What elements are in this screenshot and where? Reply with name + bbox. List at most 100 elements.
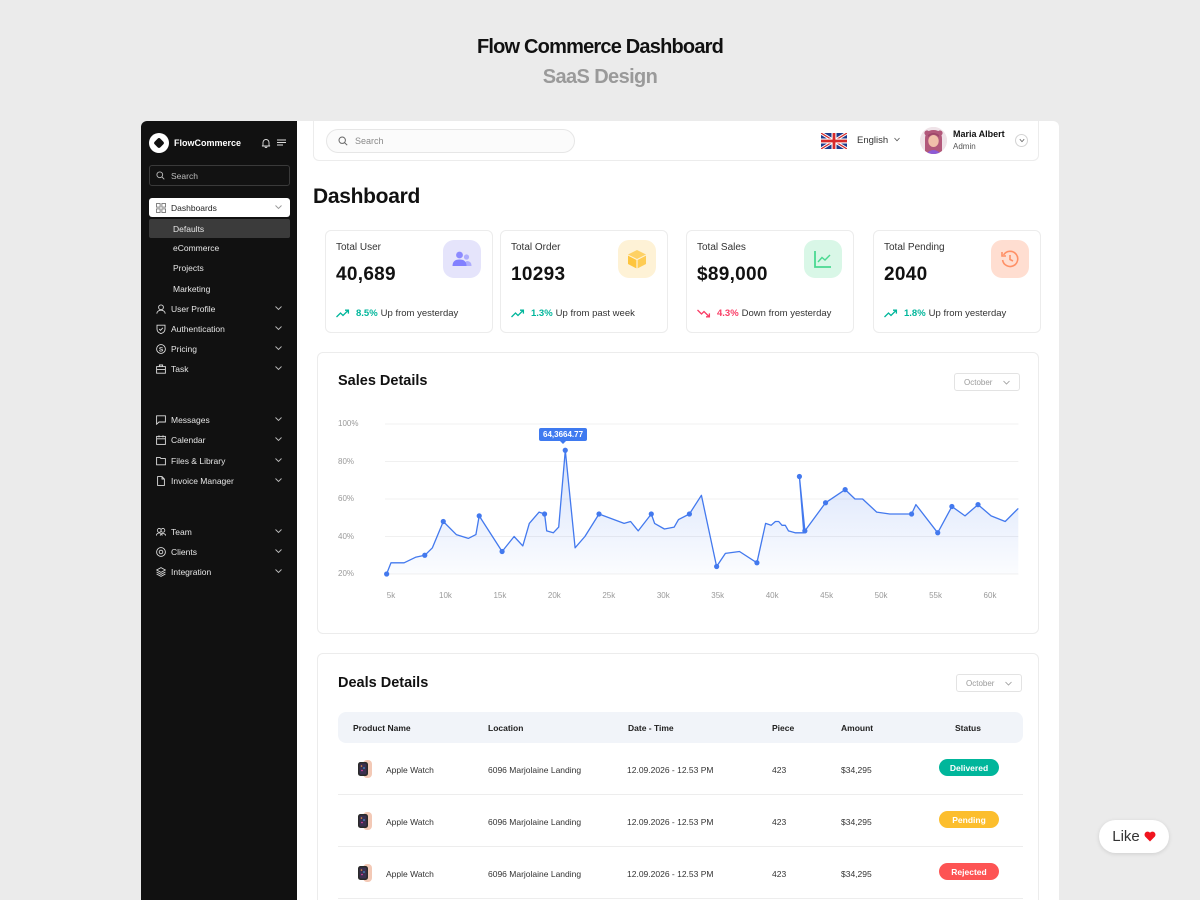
- user-name: Maria Albert: [953, 129, 1005, 139]
- brand-logo-icon: [149, 133, 169, 153]
- x-tick: 25k: [602, 591, 616, 600]
- y-tick: 80%: [338, 457, 355, 466]
- bell-icon[interactable]: [261, 138, 271, 148]
- chevron-down-icon: [275, 417, 282, 422]
- deals-title: Deals Details: [338, 675, 429, 691]
- table-row[interactable]: Apple Watch 6096 Marjolaine Landing 12.0…: [338, 795, 1023, 847]
- column-header[interactable]: Piece: [772, 723, 795, 733]
- user-role: Admin: [953, 142, 976, 151]
- stat-trend: 1.8% Up from yesterday: [884, 308, 1006, 319]
- column-header[interactable]: Date - Time: [628, 723, 674, 733]
- sales-month-select[interactable]: October: [954, 373, 1020, 391]
- column-header[interactable]: Product Name: [353, 723, 411, 733]
- stat-value: 40,689: [336, 264, 396, 285]
- deals-month-select[interactable]: October: [956, 674, 1022, 692]
- status-badge: Delivered: [939, 759, 999, 776]
- box-icon: [618, 240, 656, 278]
- x-tick: 5k: [386, 591, 396, 600]
- apple-watch-thumbnail: [358, 812, 372, 830]
- sidebar-item-pricing[interactable]: S Pricing: [149, 339, 290, 358]
- sidebar-subitem-defaults[interactable]: Defaults: [149, 219, 290, 238]
- search-icon: [156, 171, 165, 180]
- chevron-down-icon: [894, 137, 900, 142]
- language-select[interactable]: English: [857, 135, 889, 146]
- apple-watch-thumbnail: [358, 760, 372, 778]
- sidebar-search-input[interactable]: Search: [149, 165, 290, 186]
- sidebar-subitem-ecommerce[interactable]: eCommerce: [173, 242, 220, 253]
- table-row[interactable]: Apple Watch 6096 Marjolaine Landing 12.0…: [338, 743, 1023, 795]
- piece: 423: [772, 869, 787, 879]
- stat-label: Total Pending: [884, 242, 945, 253]
- trend-up-icon: [336, 309, 350, 318]
- stat-card-total-sales: Total Sales $89,000 4.3% Down from yeste…: [686, 230, 854, 333]
- piece: 423: [772, 817, 787, 827]
- trend-up-icon: [511, 309, 525, 318]
- product-name: Apple Watch: [386, 765, 434, 775]
- svg-text:S: S: [159, 346, 164, 353]
- like-button[interactable]: Like: [1099, 820, 1169, 853]
- chevron-down-icon: [1003, 380, 1010, 385]
- sidebar-item-task[interactable]: Task: [149, 359, 290, 378]
- avatar[interactable]: [920, 127, 947, 154]
- sidebar-item-dashboards[interactable]: Dashboards: [149, 198, 290, 217]
- column-header[interactable]: Amount: [841, 723, 874, 733]
- stat-label: Total Order: [511, 242, 561, 253]
- search-input[interactable]: Search: [326, 129, 575, 153]
- sidebar-item-authentication[interactable]: Authentication: [149, 319, 290, 338]
- uk-flag-icon[interactable]: [821, 133, 847, 149]
- sidebar-subitem-marketing[interactable]: Marketing: [173, 283, 211, 294]
- x-tick: 45k: [820, 591, 834, 600]
- sidebar-item-invoice-manager[interactable]: Invoice Manager: [149, 471, 290, 490]
- y-tick: 100%: [338, 419, 359, 428]
- sales-area-chart[interactable]: [318, 353, 1040, 635]
- user-menu-button[interactable]: [1015, 134, 1028, 147]
- menu-icon[interactable]: [277, 138, 286, 148]
- search-icon: [338, 136, 348, 146]
- sidebar-item-integration[interactable]: Integration: [149, 562, 290, 581]
- x-tick: 30k: [656, 591, 670, 600]
- chevron-down-icon: [275, 346, 282, 351]
- grid-icon: [156, 202, 166, 213]
- x-tick: 50k: [874, 591, 888, 600]
- brand[interactable]: FlowCommerce: [149, 133, 241, 153]
- sidebar-item-messages[interactable]: Messages: [149, 410, 290, 429]
- x-tick: 60k: [983, 591, 997, 600]
- deals-details-card: Deals Details October Product Name Locat…: [317, 653, 1039, 900]
- stat-trend: 1.3% Up from past week: [511, 308, 635, 319]
- y-tick: 40%: [338, 532, 355, 541]
- topbar: Search English Maria Albert Admin: [313, 121, 1039, 161]
- piece: 423: [772, 765, 787, 775]
- sidebar-item-clients[interactable]: Clients: [149, 542, 290, 561]
- stat-value: 10293: [511, 264, 566, 285]
- page-title: Dashboard: [313, 185, 420, 208]
- chevron-down-icon: [275, 569, 282, 574]
- sidebar-item-calendar[interactable]: Calendar: [149, 430, 290, 449]
- status-badge: Pending: [939, 811, 999, 828]
- sales-details-card: Sales Details October 100% 80% 60% 40% 2…: [317, 352, 1039, 634]
- chevron-down-icon: [1019, 138, 1024, 143]
- sidebar-item-user-profile[interactable]: User Profile: [149, 299, 290, 318]
- column-header[interactable]: Status: [955, 723, 981, 733]
- amount: $34,295: [841, 869, 872, 879]
- shield-icon: [156, 324, 166, 334]
- table-row[interactable]: Apple Watch 6096 Marjolaine Landing 12.0…: [338, 847, 1023, 899]
- sidebar-item-files-library[interactable]: Files & Library: [149, 451, 290, 470]
- stat-trend: 4.3% Down from yesterday: [697, 308, 831, 319]
- sidebar-subitem-projects[interactable]: Projects: [173, 262, 204, 273]
- x-tick: 35k: [711, 591, 725, 600]
- stat-trend: 8.5% Up from yesterday: [336, 308, 458, 319]
- date-time: 12.09.2026 - 12.53 PM: [627, 765, 714, 775]
- chevron-down-icon: [275, 205, 282, 210]
- heart-icon: [1144, 831, 1156, 842]
- stat-label: Total User: [336, 242, 382, 253]
- x-tick: 55k: [929, 591, 942, 600]
- y-tick: 60%: [338, 494, 355, 503]
- users-icon: [443, 240, 481, 278]
- folder-icon: [156, 456, 166, 466]
- column-header[interactable]: Location: [488, 723, 524, 733]
- sidebar-item-team[interactable]: Team: [149, 522, 290, 541]
- stat-value: 2040: [884, 264, 928, 285]
- product-name: Apple Watch: [386, 869, 434, 879]
- chevron-down-icon: [275, 549, 282, 554]
- amount: $34,295: [841, 817, 872, 827]
